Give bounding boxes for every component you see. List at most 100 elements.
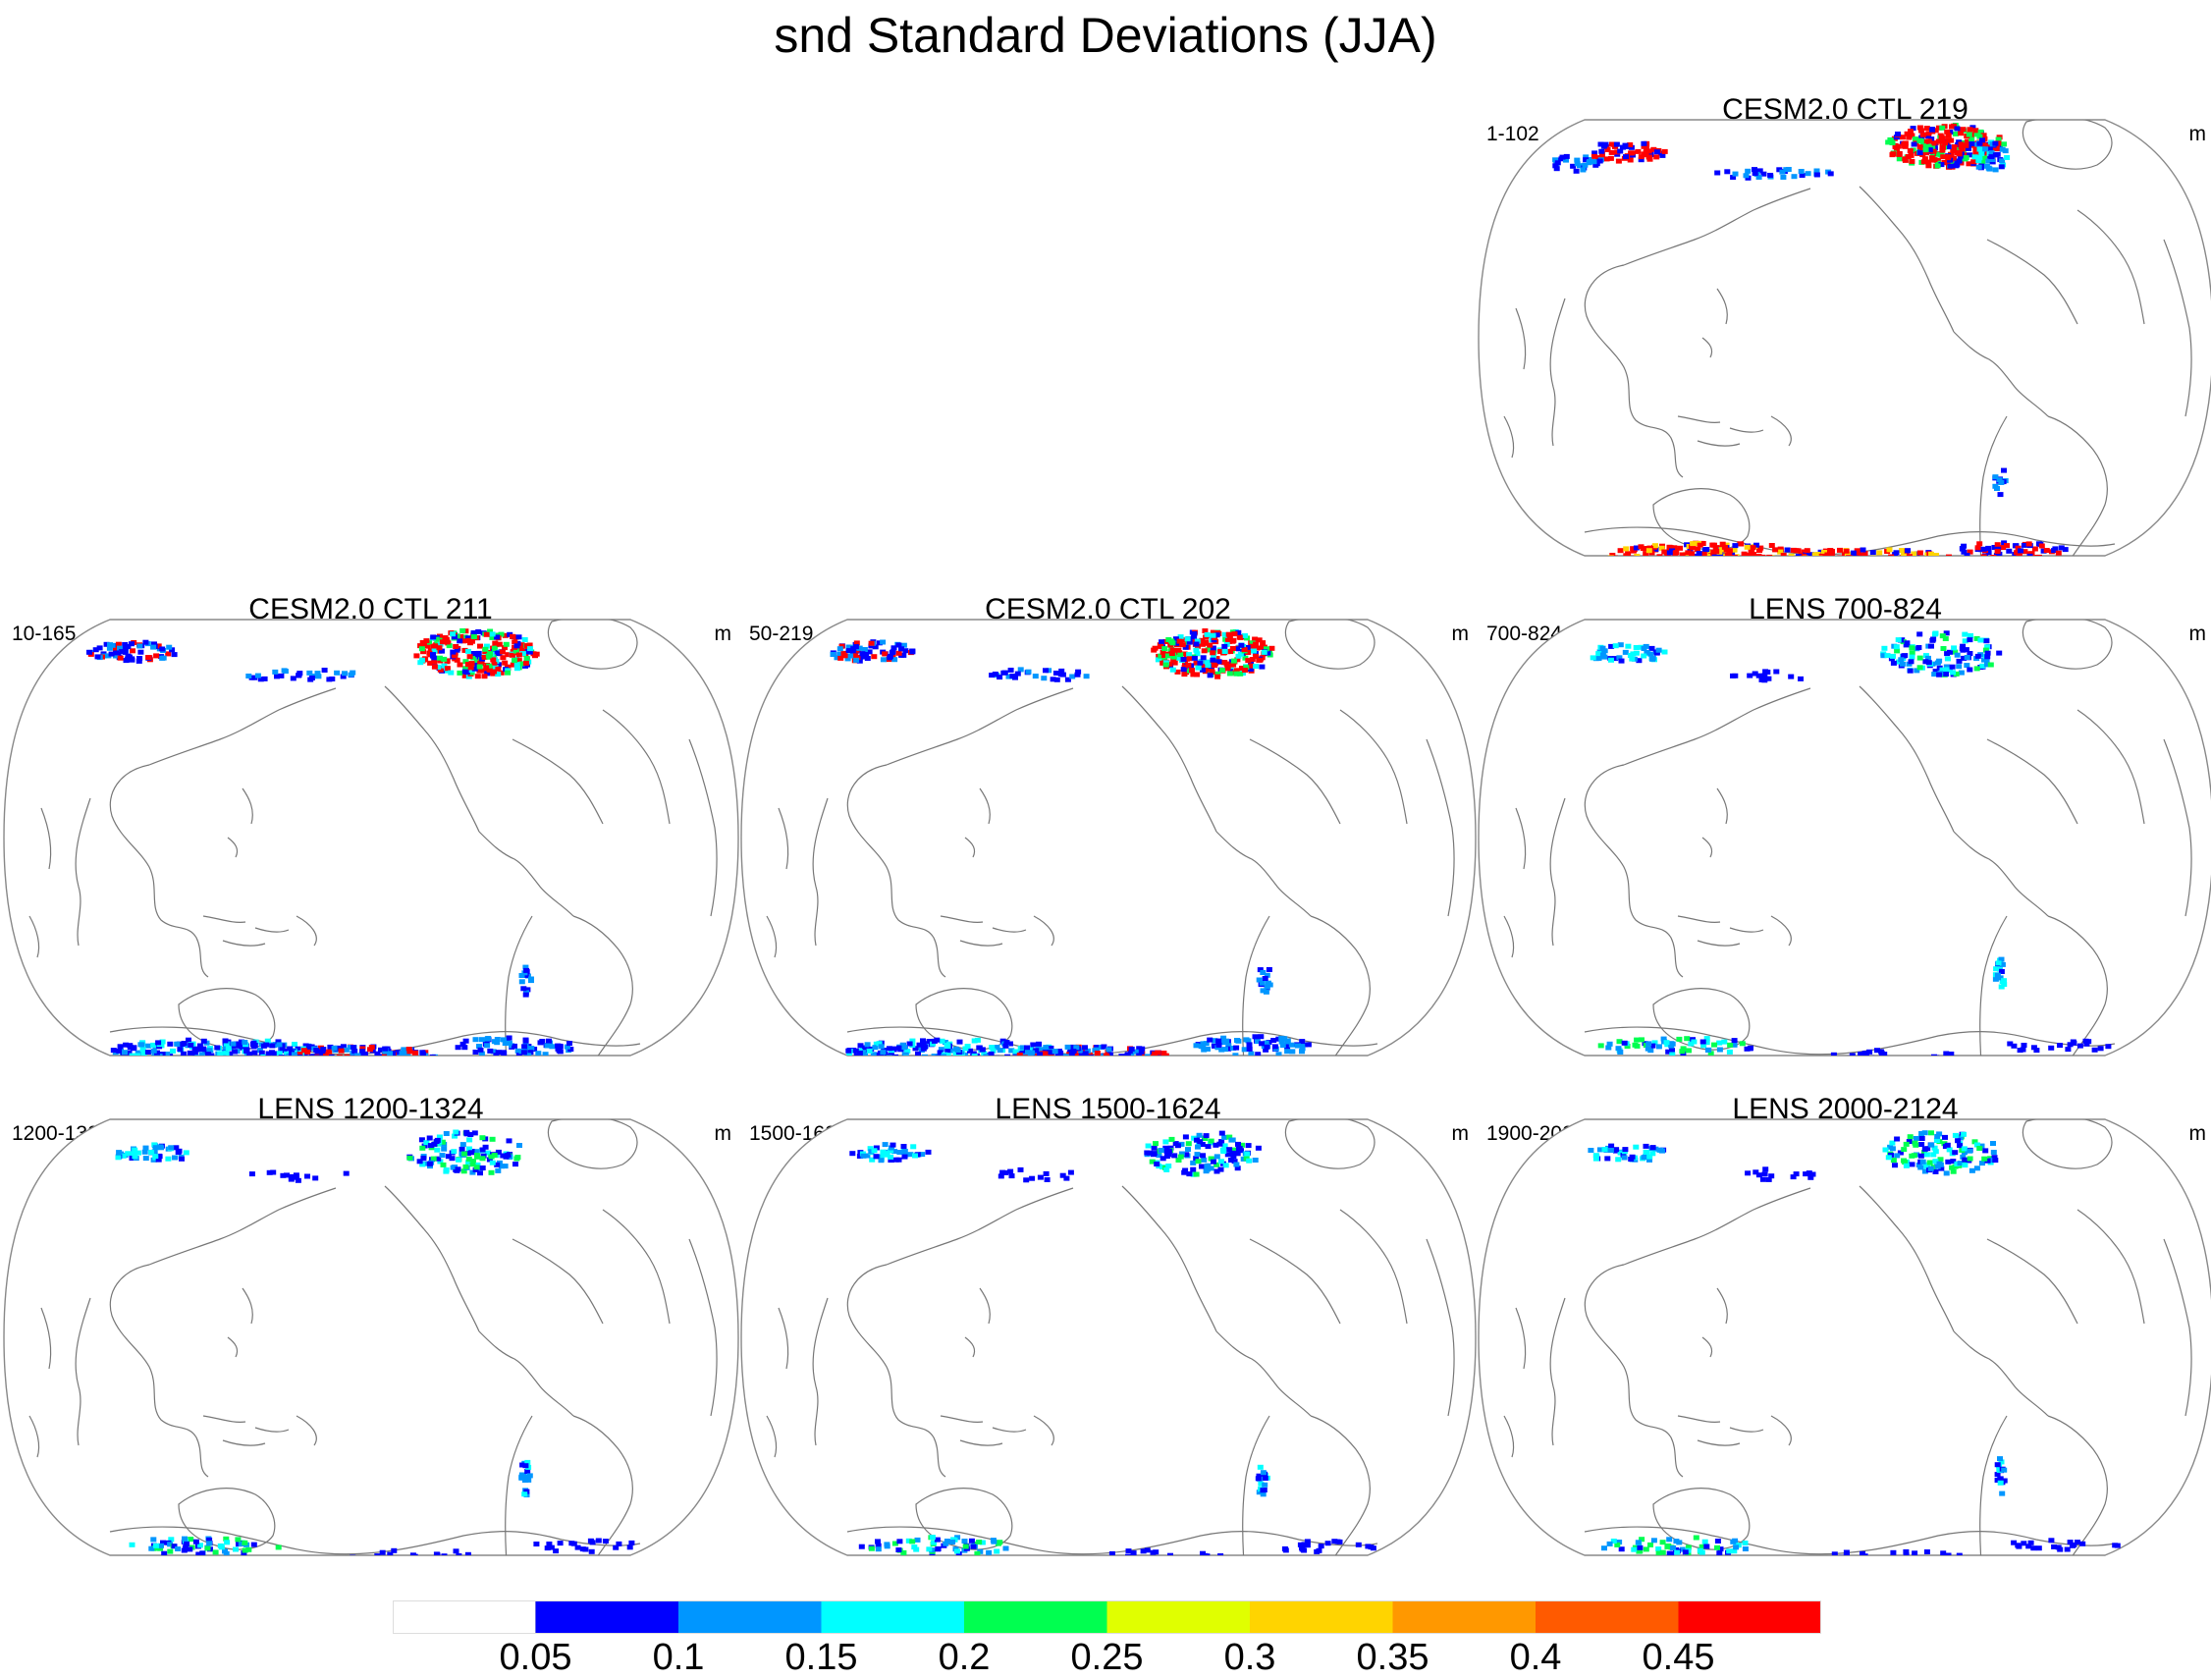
snow-sd-cell	[167, 1548, 174, 1554]
snow-sd-cell	[379, 1549, 386, 1555]
snow-sd-cell	[198, 1052, 205, 1056]
snow-sd-cell	[515, 652, 522, 658]
snow-sd-cell	[388, 1064, 394, 1069]
snow-sd-cell	[544, 1043, 551, 1049]
snow-sd-cell	[1155, 657, 1161, 663]
snow-sd-cell	[1948, 137, 1955, 143]
coastline	[1652, 988, 1751, 1051]
snow-sd-cell	[891, 657, 898, 663]
snow-sd-cell	[1940, 646, 1947, 651]
snow-sd-cell	[1860, 1550, 1865, 1555]
snow-sd-cell	[192, 1539, 199, 1545]
snow-sd-cell	[488, 1169, 495, 1175]
snow-sd-cell	[1781, 559, 1787, 564]
snow-sd-cell	[381, 1060, 387, 1065]
snow-sd-cell	[105, 653, 112, 659]
snow-sd-cell	[1830, 1052, 1837, 1056]
snow-sd-cell	[852, 1048, 859, 1054]
snow-sd-cell	[437, 633, 443, 639]
snow-sd-cell	[1671, 545, 1678, 551]
snow-sd-cell	[1993, 145, 2000, 151]
snow-sd-cell	[371, 1063, 377, 1068]
snow-sd-cell	[197, 1059, 203, 1064]
snow-sd-cell	[1899, 559, 1905, 564]
snow-sd-cell	[489, 1136, 496, 1142]
snow-sd-cell	[1165, 1164, 1172, 1168]
snow-sd-cell	[1101, 1044, 1107, 1050]
snow-sd-cell	[324, 1059, 330, 1064]
snow-sd-cell	[2025, 1544, 2032, 1549]
snow-sd-cell	[1200, 1044, 1207, 1050]
snow-sd-cell	[1904, 640, 1911, 646]
snow-sd-cell	[1761, 673, 1768, 678]
snow-sd-cell	[474, 1149, 481, 1155]
snow-sd-cell	[947, 1058, 953, 1063]
coastline	[505, 915, 533, 1056]
snow-sd-cell	[382, 1046, 389, 1052]
snow-sd-cell	[430, 634, 437, 640]
snow-sd-cell	[1163, 1154, 1170, 1160]
snow-sd-cell	[400, 1062, 405, 1067]
snow-sd-cell	[1714, 170, 1721, 176]
snow-sd-cell	[1760, 171, 1767, 177]
snow-sd-cell	[979, 1047, 986, 1053]
snow-sd-cell	[253, 1058, 259, 1063]
snow-sd-cell	[1859, 555, 1865, 556]
snow-sd-cell	[435, 664, 442, 670]
snow-sd-cell	[393, 1558, 399, 1563]
snow-sd-cell	[1657, 556, 1663, 561]
snow-sd-cell	[344, 1054, 351, 1056]
snow-sd-cell	[1260, 970, 1267, 975]
snow-sd-cell	[297, 1060, 303, 1065]
snow-sd-cell	[1871, 556, 1877, 561]
snow-sd-cell	[188, 1042, 194, 1048]
snow-sd-cell	[1275, 1052, 1282, 1056]
coastline	[1716, 1287, 1728, 1325]
snow-sd-cell	[887, 655, 893, 661]
snow-sd-cell	[1933, 1138, 1940, 1143]
snow-sd-cell	[967, 1058, 973, 1063]
snow-sd-cell	[434, 1137, 441, 1143]
snow-sd-cell	[989, 673, 996, 678]
snow-sd-cell	[1984, 654, 1991, 660]
coastline	[2163, 239, 2192, 417]
snow-sd-cell	[988, 1051, 995, 1056]
snow-sd-cell	[1263, 989, 1269, 995]
snow-sd-cell	[1247, 667, 1254, 672]
snow-sd-cell	[1992, 483, 1999, 489]
snow-sd-cell	[1867, 571, 1873, 576]
snow-sd-cell	[1992, 1158, 1999, 1164]
snow-sd-cell	[2015, 545, 2022, 551]
snow-sd-cell	[395, 1057, 401, 1061]
snow-sd-cell	[1090, 1066, 1096, 1071]
coastline	[997, 1559, 1002, 1573]
coastline	[227, 837, 239, 858]
coastline	[688, 1238, 718, 1417]
map-frame	[1478, 1118, 2211, 1556]
coastline	[778, 807, 789, 870]
snow-sd-cell	[184, 1059, 189, 1064]
snow-sd-cell	[1928, 1130, 1934, 1136]
snow-sd-cell	[459, 1142, 466, 1148]
snow-sd-cell	[290, 676, 297, 681]
snow-sd-cell	[1679, 552, 1686, 556]
snow-sd-cell	[1963, 647, 1969, 653]
snow-sd-cell	[1617, 642, 1624, 648]
snow-sd-cell	[1240, 1156, 1247, 1162]
snow-sd-cell	[479, 1156, 486, 1162]
snow-sd-cell	[1849, 564, 1855, 569]
snow-sd-cell	[2097, 1046, 2104, 1052]
snow-sd-cell	[1780, 175, 1787, 180]
snow-sd-cell	[2057, 1043, 2063, 1049]
snow-sd-cell	[931, 1038, 938, 1044]
snow-sd-cell	[461, 669, 468, 675]
snow-sd-cell	[1883, 562, 1889, 567]
snow-sd-cell	[1752, 167, 1757, 173]
coastline	[1549, 1297, 1566, 1446]
snow-sd-cell	[876, 1057, 882, 1061]
coastline	[478, 831, 574, 917]
snow-sd-cell	[976, 1058, 982, 1063]
snow-sd-cell	[971, 1054, 978, 1056]
colorbar-tick-label: 0.3	[1223, 1637, 1276, 1678]
snow-sd-cell	[971, 1038, 978, 1044]
